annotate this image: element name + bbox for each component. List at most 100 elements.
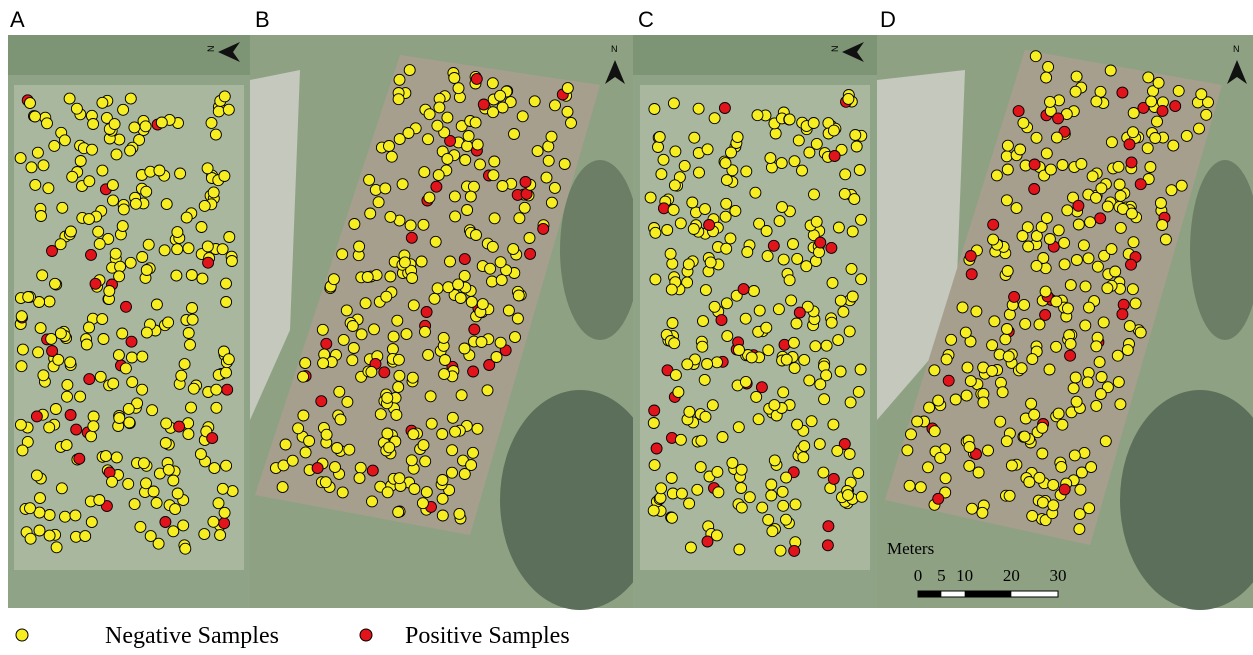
negative-sample	[1142, 143, 1153, 154]
negative-sample	[223, 354, 234, 365]
negative-sample	[81, 339, 92, 350]
negative-sample	[320, 477, 331, 488]
negative-sample	[95, 371, 106, 382]
negative-sample	[16, 361, 27, 372]
north-label: N	[206, 46, 216, 53]
negative-sample	[25, 98, 36, 109]
negative-sample	[722, 331, 733, 342]
negative-sample	[750, 187, 761, 198]
negative-sample	[1071, 255, 1082, 266]
negative-sample	[814, 439, 825, 450]
negative-sample	[360, 298, 371, 309]
negative-sample	[362, 272, 373, 283]
negative-sample	[740, 376, 751, 387]
negative-sample	[442, 153, 453, 164]
map-b	[250, 35, 660, 610]
negative-sample	[713, 487, 724, 498]
negative-sample	[445, 256, 456, 267]
negative-sample	[417, 498, 428, 509]
scale-segment	[918, 591, 941, 597]
negative-sample	[219, 171, 230, 182]
negative-sample	[770, 128, 781, 139]
negative-sample	[650, 274, 661, 285]
negative-sample	[293, 423, 304, 434]
negative-sample	[709, 113, 720, 124]
positive-sample	[768, 240, 779, 251]
negative-sample	[650, 227, 661, 238]
negative-sample	[736, 502, 747, 513]
negative-sample	[725, 233, 736, 244]
negative-sample	[213, 106, 224, 117]
negative-sample	[344, 444, 355, 455]
negative-sample	[1006, 460, 1017, 471]
negative-sample	[1106, 137, 1117, 148]
negative-sample	[208, 187, 219, 198]
negative-sample	[1068, 383, 1079, 394]
negative-sample	[1034, 472, 1045, 483]
negative-sample	[965, 376, 976, 387]
negative-sample	[778, 254, 789, 265]
negative-sample	[670, 370, 681, 381]
negative-sample	[1114, 179, 1125, 190]
negative-sample	[964, 441, 975, 452]
negative-sample	[1091, 96, 1102, 107]
negative-sample	[1065, 338, 1076, 349]
negative-sample	[707, 400, 718, 411]
negative-sample	[767, 526, 778, 537]
positive-sample	[84, 374, 95, 385]
negative-sample	[929, 365, 940, 376]
negative-sample	[197, 273, 208, 284]
negative-sample	[746, 352, 757, 363]
negative-sample	[437, 493, 448, 504]
negative-sample	[495, 337, 506, 348]
negative-sample	[700, 204, 711, 215]
positive-sample	[406, 232, 417, 243]
negative-sample	[828, 125, 839, 136]
negative-sample	[117, 328, 128, 339]
negative-sample	[476, 337, 487, 348]
negative-sample	[774, 216, 785, 227]
negative-sample	[213, 498, 224, 509]
negative-sample	[689, 132, 700, 143]
negative-sample	[420, 456, 431, 467]
figure: A B C D N N N N Meters 05102030 Negative…	[0, 0, 1253, 655]
positive-sample	[321, 338, 332, 349]
negative-sample	[649, 104, 660, 115]
negative-sample	[740, 313, 751, 324]
negative-sample	[280, 439, 291, 450]
positive-sample	[988, 219, 999, 230]
negative-sample	[62, 391, 73, 402]
negative-sample	[348, 343, 359, 354]
negative-sample	[1020, 318, 1031, 329]
negative-sample	[524, 233, 535, 244]
negative-sample	[801, 261, 812, 272]
negative-sample	[1130, 298, 1141, 309]
negative-sample	[172, 488, 183, 499]
negative-sample	[1027, 510, 1038, 521]
scale-tick-label: 20	[1003, 566, 1020, 585]
negative-sample	[337, 487, 348, 498]
negative-sample	[705, 257, 716, 268]
negative-sample	[187, 303, 198, 314]
negative-sample	[1059, 259, 1070, 270]
negative-sample	[423, 349, 434, 360]
negative-sample	[778, 387, 789, 398]
negative-sample	[429, 293, 440, 304]
negative-sample	[97, 314, 108, 325]
negative-sample	[519, 202, 530, 213]
negative-sample	[67, 171, 78, 182]
negative-sample	[59, 135, 70, 146]
negative-sample	[788, 239, 799, 250]
negative-sample	[656, 483, 667, 494]
negative-sample	[382, 487, 393, 498]
negative-sample	[356, 329, 367, 340]
positive-sample	[1126, 157, 1137, 168]
negative-sample	[1146, 96, 1157, 107]
negative-sample	[381, 291, 392, 302]
negative-sample	[202, 163, 213, 174]
negative-sample	[1201, 109, 1212, 120]
negative-sample	[960, 327, 971, 338]
negative-sample	[843, 490, 854, 501]
panel-label: B	[255, 7, 270, 32]
negative-sample	[906, 429, 917, 440]
